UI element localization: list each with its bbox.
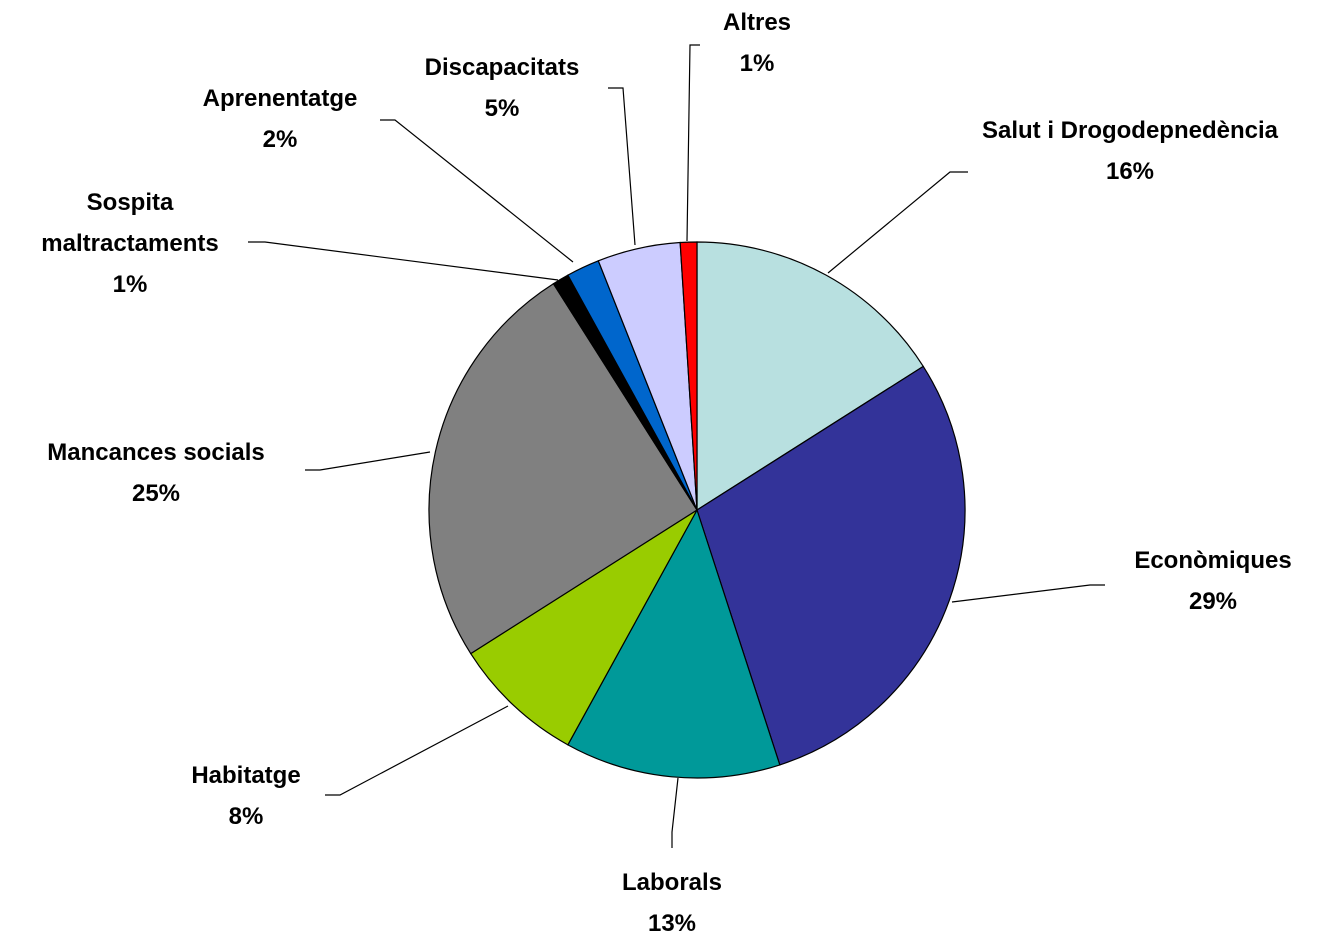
category-label: Aprenentatge xyxy=(202,85,358,112)
category-label: Discapacitats xyxy=(424,54,580,81)
pie-slice xyxy=(428,282,698,655)
value-label: 1% xyxy=(739,50,775,77)
pie-slice xyxy=(469,509,698,746)
slice-label: Mancances socials 25% xyxy=(0,432,316,514)
category-label: Habitatge xyxy=(191,762,301,789)
leader-line xyxy=(951,584,1105,603)
leader-line xyxy=(686,44,700,242)
category-label: Altres xyxy=(722,9,792,36)
slice-label: Laborals 13% xyxy=(572,862,772,944)
slice-label: Altres 1% xyxy=(697,2,817,84)
pie-slice xyxy=(696,365,966,766)
slice-label: Discapacitats 5% xyxy=(382,47,622,129)
value-label: 5% xyxy=(484,95,520,122)
value-label: 25% xyxy=(131,480,181,507)
slice-label: Habitatge 8% xyxy=(146,755,346,837)
pie-slice xyxy=(567,508,781,779)
pie-slice xyxy=(679,241,698,511)
category-label: Econòmiques xyxy=(1134,547,1292,574)
value-label: 2% xyxy=(262,126,298,153)
value-label: 13% xyxy=(647,910,697,937)
leader-line xyxy=(380,119,574,263)
value-label: 8% xyxy=(228,803,264,830)
leader-line xyxy=(248,241,559,281)
slice-label: Sospita maltractaments 1% xyxy=(10,182,250,305)
pie-slice xyxy=(696,241,925,512)
value-label: 16% xyxy=(1105,158,1155,185)
leader-line xyxy=(608,87,636,246)
category-label: Laborals xyxy=(621,869,723,896)
slice-label: Aprenentatge 2% xyxy=(160,78,400,160)
slice-label: Salut i Drogodepnedència 16% xyxy=(980,110,1280,192)
leader-line xyxy=(671,777,679,848)
value-label: 29% xyxy=(1188,588,1238,615)
category-label: Sospita maltractaments xyxy=(41,189,219,257)
slice-label: Econòmiques 29% xyxy=(1083,540,1320,622)
leader-line xyxy=(305,451,431,471)
leader-line xyxy=(827,171,968,274)
value-label: 1% xyxy=(112,271,148,298)
category-label: Mancances socials xyxy=(47,439,265,466)
category-label: Salut i Drogodepnedència xyxy=(981,117,1279,144)
leader-line xyxy=(325,705,509,796)
